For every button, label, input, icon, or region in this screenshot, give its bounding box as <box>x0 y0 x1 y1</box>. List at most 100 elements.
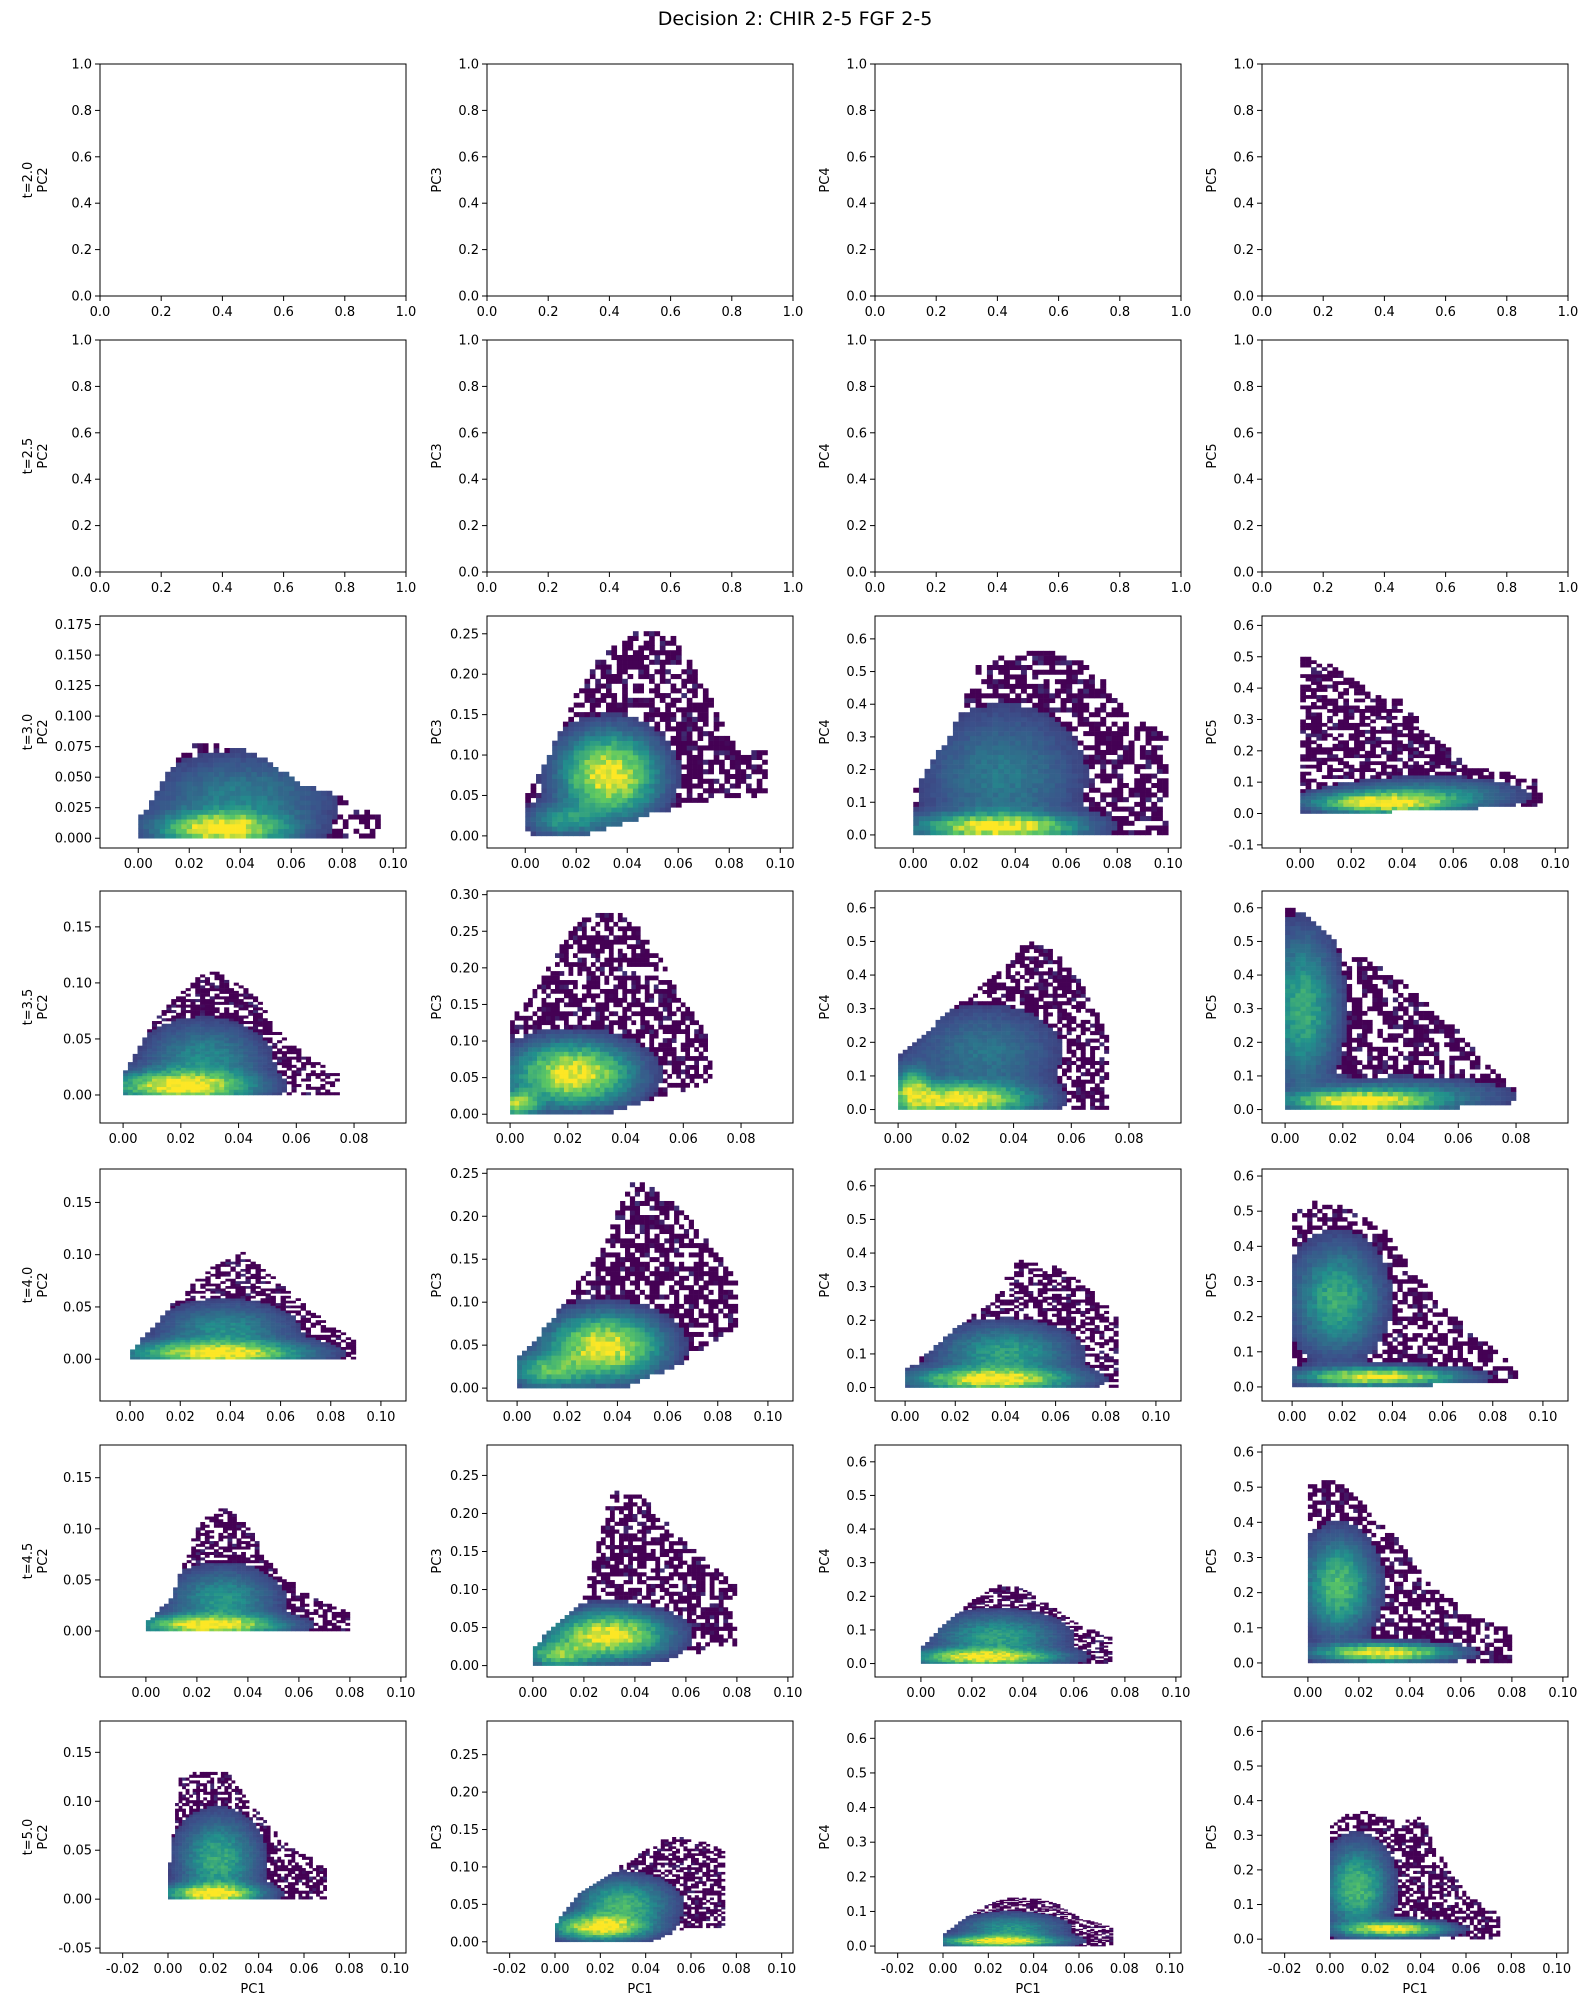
heatmap-cell <box>142 1089 148 1093</box>
heatmap-cell <box>175 823 182 830</box>
heatmap-cell <box>686 759 693 765</box>
heatmap-cell <box>600 683 607 689</box>
heatmap-cell <box>611 816 618 822</box>
heatmap-cell <box>214 985 220 989</box>
heatmap-cell <box>224 1078 230 1082</box>
heatmap-cell <box>219 1029 225 1033</box>
heatmap-cell <box>1043 698 1050 704</box>
heatmap-cell <box>930 787 937 793</box>
heatmap-cell <box>1305 722 1312 727</box>
heatmap-cell <box>1015 801 1022 807</box>
heatmap-cell <box>659 693 666 699</box>
heatmap-cell <box>1311 796 1317 800</box>
heatmap-cell <box>606 783 612 789</box>
heatmap-cell <box>1020 674 1027 680</box>
heatmap-cell <box>1020 749 1027 755</box>
heatmap-cell <box>1077 749 1084 755</box>
heatmap-cell <box>214 1070 220 1074</box>
heatmap-cell <box>552 816 558 822</box>
heatmap-cell <box>151 1037 158 1041</box>
heatmap-cell <box>243 1067 249 1071</box>
x-tick-label: 0.00 <box>1286 857 1315 872</box>
heatmap-cell <box>546 773 553 780</box>
heatmap-cell <box>235 771 241 777</box>
heatmap-cell <box>283 814 290 820</box>
x-tick-label: 0.4 <box>212 305 233 320</box>
heatmap-cell <box>649 802 655 808</box>
heatmap-cell <box>1407 764 1414 769</box>
heatmap-cell <box>262 1010 268 1014</box>
heatmap-cell <box>1381 771 1387 776</box>
heatmap-cell <box>998 665 1005 671</box>
heatmap-cell <box>1407 771 1414 776</box>
heatmap-cell <box>579 764 585 770</box>
heatmap-cell <box>1467 782 1473 786</box>
heatmap-cell <box>248 1048 254 1052</box>
heatmap-cell <box>1434 799 1441 804</box>
heatmap-cell <box>176 1048 182 1052</box>
heatmap-cell <box>589 764 596 770</box>
heatmap-cell <box>315 1092 321 1096</box>
heatmap-cell <box>1037 740 1044 746</box>
heatmap-cell <box>243 1045 249 1049</box>
heatmap-cell <box>272 1089 278 1093</box>
heatmap-cell <box>240 757 247 763</box>
heatmap-cell <box>245 771 252 777</box>
heatmap-cell <box>224 1053 230 1057</box>
heatmap-cell <box>147 1092 153 1096</box>
y-tick-label: 0.8 <box>846 104 867 119</box>
heatmap-cell <box>986 702 993 708</box>
heatmap-cell <box>262 1078 268 1082</box>
heatmap-cell <box>1364 785 1371 790</box>
heatmap-cell <box>224 748 231 754</box>
heatmap-cell <box>918 797 925 803</box>
x-tick-label: 0.00 <box>511 857 540 872</box>
heatmap-cell <box>1145 764 1152 770</box>
heatmap-cell <box>713 712 720 718</box>
heatmap-cell <box>151 1092 158 1096</box>
heatmap-cell <box>299 819 306 825</box>
heatmap-cell <box>219 1042 225 1046</box>
heatmap-cell <box>1413 796 1419 800</box>
heatmap-cell <box>1472 803 1479 807</box>
heatmap-cell <box>166 1018 172 1022</box>
heatmap-cell <box>1066 745 1073 751</box>
heatmap-cell <box>240 804 247 811</box>
heatmap-cell <box>992 816 999 822</box>
x-tick-label: 1.0 <box>1171 581 1192 596</box>
heatmap-cell <box>149 828 155 834</box>
heatmap-cell <box>219 1045 225 1049</box>
heatmap-cell <box>156 1067 162 1071</box>
heatmap-cell <box>1354 789 1360 793</box>
heatmap-cell <box>238 1042 244 1046</box>
heatmap-cell <box>1009 778 1016 784</box>
heatmap-cell <box>288 776 295 782</box>
heatmap-cell <box>573 802 580 808</box>
heatmap-cell <box>185 1062 191 1066</box>
heatmap-cell <box>253 1084 259 1088</box>
heatmap-cell <box>245 823 252 830</box>
heatmap-cell <box>611 821 618 827</box>
heatmap-cell <box>180 1015 186 1019</box>
heatmap-cell <box>638 731 644 737</box>
heatmap-cell <box>197 795 204 801</box>
heatmap-cell <box>568 750 574 756</box>
heatmap-cell <box>161 1051 167 1055</box>
heatmap-cell <box>305 823 311 830</box>
heatmap-cell <box>1354 750 1360 755</box>
heatmap-cell <box>649 783 655 789</box>
heatmap-cell <box>1300 722 1306 727</box>
heatmap-cell <box>935 816 942 822</box>
heatmap-cell <box>209 1081 215 1085</box>
heatmap-cell <box>165 800 171 806</box>
heatmap-cell <box>1134 792 1141 798</box>
heatmap-cell <box>719 769 725 775</box>
heatmap-cell <box>692 683 698 689</box>
heatmap-cell <box>154 795 161 801</box>
heatmap-cell <box>935 830 942 836</box>
heatmap-cell <box>132 1078 138 1082</box>
heatmap-cell <box>930 759 937 765</box>
heatmap-cell <box>969 754 976 760</box>
heatmap-cell <box>975 749 982 755</box>
heatmap-cell <box>584 788 591 794</box>
